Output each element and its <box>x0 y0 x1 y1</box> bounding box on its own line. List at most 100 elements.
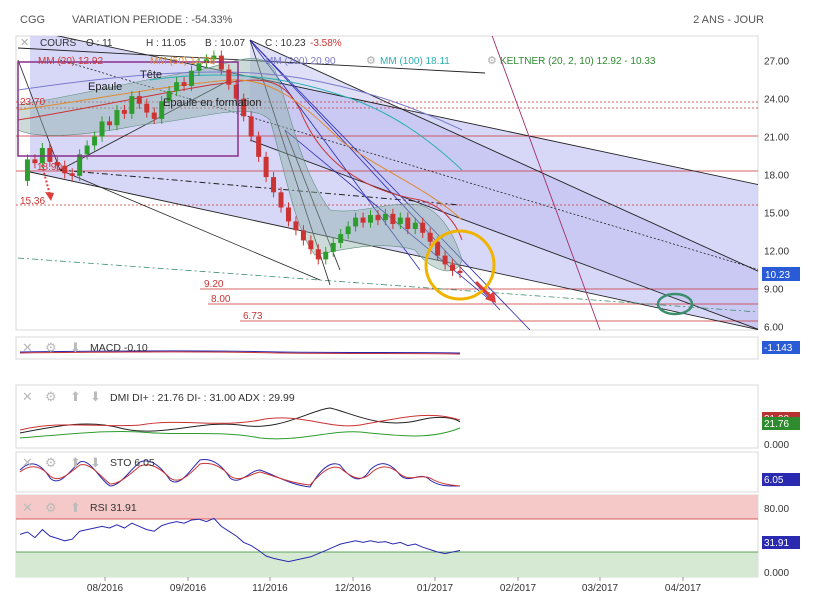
candle-body <box>353 217 359 227</box>
candle-body <box>248 116 254 137</box>
sto-k-line <box>19 459 461 488</box>
arrow-up-icon[interactable]: ⬆ <box>70 389 81 404</box>
level-920: 9.20 <box>204 279 224 290</box>
fan-line <box>59 169 321 281</box>
long-trend-line <box>17 257 758 313</box>
candle-body <box>77 154 83 176</box>
di-plus-line <box>19 427 461 440</box>
trend-channel-inner <box>250 40 758 330</box>
mm100-line <box>149 74 463 171</box>
legend-mm200: MM (200) 20.90 <box>265 56 336 67</box>
candle-body <box>144 103 150 113</box>
candle-body <box>457 270 463 273</box>
candle-body <box>226 69 232 85</box>
y-tick-label: 9.00 <box>764 284 784 295</box>
ohlc-open: O : 11 <box>86 38 113 49</box>
di-minus-line <box>19 414 461 431</box>
candle-body <box>211 55 217 60</box>
gear-icon[interactable]: ⚙ <box>366 55 376 67</box>
rsi-line <box>19 517 461 563</box>
last-price-tag <box>762 267 800 281</box>
arrow-down-icon[interactable]: ⬇ <box>70 340 81 355</box>
sto-value-tag <box>762 473 800 486</box>
candle-body <box>174 82 180 92</box>
x-tick-label: 02/2017 <box>500 583 537 594</box>
sto-label: STO 6.05 <box>110 457 155 469</box>
x-axis: 08/2016 09/2016 11/2016 12/2016 01/2017 02/20… <box>87 577 702 594</box>
main-legend: COURS O : 11 H : 11.05 B : 10.07 C : 10.… <box>38 38 656 67</box>
candle-body <box>368 215 374 223</box>
gear-icon[interactable]: ⚙ <box>45 340 57 355</box>
vertical-diagonal-line <box>491 36 601 330</box>
candle-body <box>420 222 426 233</box>
x-tick-label: 12/2016 <box>335 583 372 594</box>
candle-body <box>84 145 90 155</box>
gear-icon[interactable]: ⚙ <box>45 500 57 515</box>
arrow-up-icon[interactable]: ⬆ <box>70 500 81 515</box>
fan-line <box>249 39 501 311</box>
y-tick-label: 24.00 <box>764 95 789 106</box>
fan-line <box>249 39 421 271</box>
candle-body <box>32 159 38 164</box>
candle-body <box>345 226 351 235</box>
rsi-oversold-zone <box>16 552 758 577</box>
gear-icon[interactable]: ⚙ <box>45 455 57 470</box>
candles <box>24 50 463 278</box>
ohlc-cours: COURS <box>40 38 76 49</box>
candle-body <box>300 230 306 241</box>
macd-value: -1.143 <box>764 343 793 354</box>
rsi-overbought-zone <box>16 495 758 519</box>
close-icon[interactable]: ✕ <box>22 340 33 355</box>
last-price-value: 10.23 <box>765 270 790 281</box>
macd-label: MACD -0.10 <box>90 342 148 354</box>
x-tick-label: 08/2016 <box>87 583 124 594</box>
candle-body <box>196 63 202 71</box>
candle-body <box>121 110 127 114</box>
gear-icon[interactable]: ⚙ <box>487 55 497 67</box>
candle-body <box>382 213 388 221</box>
x-tick-label: 01/2017 <box>417 583 454 594</box>
sto-panel <box>15 451 759 493</box>
candle-body <box>278 192 284 208</box>
level-1890: 18.90 <box>37 162 62 173</box>
ohlc-change: -3.58% <box>310 38 342 49</box>
gear-icon[interactable]: ⚙ <box>45 389 57 404</box>
legend-icons[interactable]: ✕ ⚙ ⚙ <box>20 37 497 67</box>
ohlc-high: H : 11.05 <box>146 38 186 49</box>
arrow-down-icon[interactable]: ⬇ <box>90 389 101 404</box>
down-arrow-left-head <box>45 192 54 201</box>
close-icon[interactable]: ✕ <box>22 500 33 515</box>
green-target-circle <box>656 292 694 316</box>
arrow-up-icon[interactable]: ⬆ <box>70 455 81 470</box>
period-label[interactable]: 2 ANS - JOUR <box>693 14 764 26</box>
legend-keltner: KELTNER (20, 2, 10) 12.92 - 10.33 <box>500 56 656 67</box>
fan-line <box>17 59 61 171</box>
candle-body <box>181 82 187 86</box>
level-1536: 15.36 <box>20 196 45 207</box>
dmi-zero-tick: 0.000 <box>764 440 789 451</box>
arrow-down-icon[interactable]: ⬇ <box>90 455 101 470</box>
y-tick-label: 18.00 <box>764 171 789 182</box>
mm200-line <box>17 71 463 131</box>
candle-body <box>166 91 172 102</box>
down-arrow-left <box>41 164 51 196</box>
rsi-value-tag <box>762 536 800 549</box>
rsi-tick-0: 0.000 <box>764 568 789 579</box>
candle-body <box>136 96 142 104</box>
close-icon[interactable]: ✕ <box>22 389 33 404</box>
candle-body <box>315 249 321 260</box>
rsi-label: RSI 31.91 <box>90 502 137 514</box>
close-icon[interactable]: ✕ <box>22 455 33 470</box>
candle-body <box>24 159 30 181</box>
fan-line <box>249 39 531 330</box>
pattern-rectangle <box>17 61 239 157</box>
ohlc-low: B : 10.07 <box>205 38 245 49</box>
candle-body <box>390 213 396 224</box>
candle-body <box>92 136 98 146</box>
level-673: 6.73 <box>243 311 263 322</box>
candle-body <box>106 121 112 126</box>
close-icon[interactable]: ✕ <box>20 37 29 49</box>
candle-body <box>54 161 60 166</box>
candle-body <box>375 215 381 221</box>
